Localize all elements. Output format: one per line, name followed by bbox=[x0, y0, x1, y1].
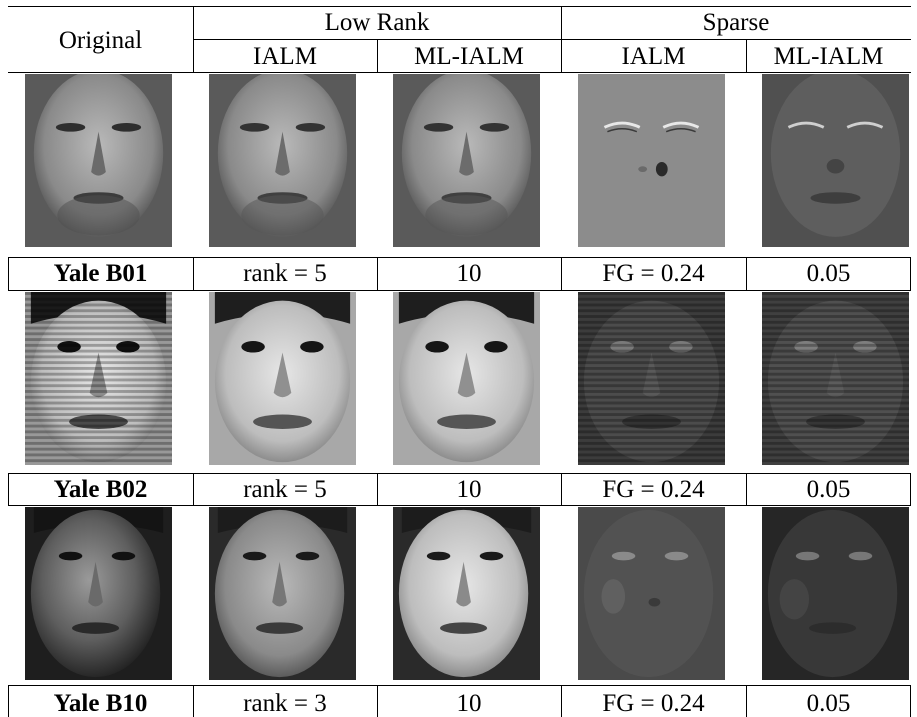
row3-label-top-rule bbox=[8, 685, 911, 686]
face-image-b10-sparse-mlialm bbox=[762, 507, 909, 680]
col-rule-4 bbox=[746, 40, 747, 73]
face-image-b10-lowrank-mlialm bbox=[393, 507, 540, 680]
row2-rule-f bbox=[910, 473, 911, 506]
face-image-b02-sparse-mlialm bbox=[762, 292, 909, 465]
col-rule-3 bbox=[561, 6, 562, 73]
row3-rule-c bbox=[377, 685, 378, 717]
header-bottom-rule bbox=[8, 72, 911, 73]
header-lr-ml-ialm: ML-IALM bbox=[414, 43, 524, 70]
row3-name: Yale B10 bbox=[53, 690, 148, 717]
header-sp-ml-ialm: ML-IALM bbox=[773, 43, 884, 70]
face-image-b02-lowrank-ialm bbox=[209, 292, 356, 465]
face-image-b10-original bbox=[25, 507, 172, 680]
row3-sp-ialm: FG = 0.24 bbox=[602, 690, 705, 717]
face-image-b02-sparse-ialm bbox=[578, 292, 725, 465]
row1-lr-mlialm: 10 bbox=[456, 260, 482, 287]
row1-lr-ialm: rank = 5 bbox=[243, 260, 327, 287]
row2-rule-a bbox=[8, 473, 9, 506]
row3-rule-d bbox=[561, 685, 562, 717]
col-rule-2 bbox=[377, 40, 378, 73]
row2-rule-e bbox=[746, 473, 747, 506]
col-rule-1 bbox=[193, 6, 194, 73]
table-top-rule bbox=[8, 6, 911, 7]
row1-rule-d bbox=[561, 257, 562, 291]
row2-rule-d bbox=[561, 473, 562, 506]
header-sparse: Sparse bbox=[702, 9, 770, 36]
face-image-b10-lowrank-ialm bbox=[209, 507, 356, 680]
row1-name: Yale B01 bbox=[53, 260, 148, 287]
header-divider bbox=[193, 39, 911, 40]
row2-name: Yale B02 bbox=[53, 476, 148, 503]
row2-lr-ialm: rank = 5 bbox=[243, 476, 327, 503]
row1-rule-c bbox=[377, 257, 378, 291]
header-low-rank: Low Rank bbox=[324, 9, 430, 36]
row1-sp-ialm: FG = 0.24 bbox=[602, 260, 705, 287]
header-sp-ialm: IALM bbox=[621, 43, 686, 70]
face-image-b01-lowrank-mlialm bbox=[393, 74, 540, 247]
row1-label-top-rule bbox=[8, 257, 911, 258]
row3-rule-e bbox=[746, 685, 747, 717]
face-image-b10-sparse-ialm bbox=[578, 507, 725, 680]
row3-lr-ialm: rank = 3 bbox=[243, 690, 327, 717]
row2-rule-c bbox=[377, 473, 378, 506]
row1-rule-f bbox=[910, 257, 911, 291]
row3-lr-mlialm: 10 bbox=[456, 690, 482, 717]
row2-label-bottom-rule bbox=[8, 505, 911, 506]
row3-sp-mlialm: 0.05 bbox=[806, 690, 851, 717]
row3-rule-b bbox=[193, 685, 194, 717]
face-image-b02-original bbox=[25, 292, 172, 465]
header-lr-ialm: IALM bbox=[253, 43, 317, 70]
row3-rule-a bbox=[8, 685, 9, 717]
row2-sp-mlialm: 0.05 bbox=[806, 476, 851, 503]
face-image-b01-lowrank-ialm bbox=[209, 74, 356, 247]
face-image-b01-original bbox=[25, 74, 172, 247]
header-original: Original bbox=[58, 27, 143, 54]
face-image-b01-sparse-mlialm bbox=[762, 74, 909, 247]
row2-label-top-rule bbox=[8, 473, 911, 474]
row2-lr-mlialm: 10 bbox=[456, 476, 482, 503]
face-image-b01-sparse-ialm bbox=[578, 74, 725, 247]
row1-sp-mlialm: 0.05 bbox=[806, 260, 851, 287]
row1-rule-b bbox=[193, 257, 194, 291]
row2-rule-b bbox=[193, 473, 194, 506]
row1-label-bottom-rule bbox=[8, 290, 911, 291]
row3-rule-f bbox=[910, 685, 911, 717]
row2-sp-ialm: FG = 0.24 bbox=[602, 476, 705, 503]
row1-rule-a bbox=[8, 257, 9, 291]
row1-rule-e bbox=[746, 257, 747, 291]
face-image-b02-lowrank-mlialm bbox=[393, 292, 540, 465]
